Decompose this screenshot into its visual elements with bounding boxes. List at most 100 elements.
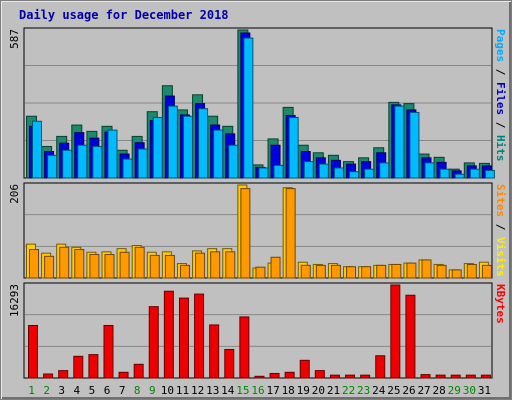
bar-sites-day-2: [44, 255, 55, 279]
bar-sites-day-14: [225, 251, 236, 279]
x-tick-label: 18: [282, 384, 295, 397]
bar-sites-day-10: [164, 254, 175, 279]
bar-pages-day-12: [198, 108, 209, 179]
bar-pages-day-19: [303, 161, 314, 179]
bar-pages-day-28: [439, 168, 450, 179]
bar-sites-day-5: [89, 254, 100, 279]
bar-pages-day-2: [47, 154, 58, 179]
bar-sites-day-19: [300, 264, 311, 279]
bar-kbytes-day-18: [284, 371, 295, 379]
x-tick-label: 26: [402, 384, 415, 397]
bar-kbytes-day-7: [118, 371, 129, 379]
x-tick-label: 19: [297, 384, 310, 397]
bar-kbytes-day-29: [450, 374, 461, 379]
x-tick-label: 31: [478, 384, 491, 397]
bar-pages-day-26: [409, 111, 420, 179]
bar-kbytes-day-1: [28, 324, 38, 379]
x-tick-label: 7: [119, 384, 126, 397]
bar-sites-day-24: [376, 264, 387, 279]
bar-sites-day-27: [421, 259, 432, 279]
x-tick-label: 21: [327, 384, 340, 397]
side-label-segment: Hits: [494, 135, 507, 162]
bar-kbytes-day-30: [465, 374, 476, 379]
bar-pages-day-14: [228, 144, 239, 179]
bar-pages-day-27: [424, 162, 435, 179]
bar-sites-day-22: [346, 266, 357, 279]
bar-kbytes-day-26: [405, 294, 416, 379]
x-tick-label: 9: [149, 384, 156, 397]
x-tick-label: 6: [104, 384, 111, 397]
bar-pages-day-15: [243, 37, 254, 179]
x-tick-label: 23: [357, 384, 370, 397]
bar-pages-day-7: [122, 158, 133, 179]
bar-kbytes-day-17: [269, 372, 280, 379]
bar-kbytes-day-28: [435, 374, 446, 379]
bar-sites-day-13: [210, 251, 221, 279]
side-label-segment: /: [494, 62, 507, 82]
x-tick-label: 2: [43, 384, 50, 397]
bar-sites-day-23: [361, 266, 372, 279]
x-tick-label: 11: [176, 384, 189, 397]
bar-sites-day-12: [195, 252, 206, 279]
bar-pages-day-6: [107, 129, 118, 179]
bar-kbytes-day-5: [88, 354, 99, 379]
x-tick-label: 3: [58, 384, 65, 397]
bar-pages-day-23: [364, 168, 375, 179]
bar-sites-day-15: [240, 188, 251, 279]
bar-sites-day-16: [255, 266, 266, 279]
bar-sites-day-31: [481, 264, 492, 279]
bar-kbytes-day-25: [390, 284, 401, 379]
bar-pages-day-10: [167, 105, 178, 179]
bar-sites-day-1: [29, 249, 39, 279]
bar-kbytes-day-27: [420, 374, 431, 379]
bar-kbytes-day-6: [103, 324, 114, 379]
bar-sites-day-11: [179, 264, 190, 279]
bar-sites-day-25: [391, 263, 402, 279]
bar-pages-day-3: [62, 149, 73, 179]
bar-kbytes-day-8: [133, 363, 144, 379]
y-max-label: 206: [8, 184, 21, 204]
bar-kbytes-day-16: [254, 375, 265, 379]
bar-pages-day-20: [318, 163, 329, 179]
bar-kbytes-day-2: [43, 373, 54, 379]
bar-sites-day-28: [436, 264, 447, 279]
bar-kbytes-day-22: [345, 374, 356, 379]
side-label-segment: Files: [494, 82, 507, 115]
bar-sites-day-6: [104, 254, 115, 279]
y-max-label: 587: [8, 29, 21, 49]
x-tick-label: 24: [372, 384, 386, 397]
bar-pages-day-29: [454, 173, 465, 179]
x-tick-label: 10: [161, 384, 174, 397]
bar-pages-day-24: [379, 162, 390, 179]
bar-pages-day-25: [394, 105, 405, 179]
bar-kbytes-day-11: [178, 297, 189, 379]
bar-pages-day-9: [152, 116, 163, 179]
bar-sites-day-21: [330, 264, 341, 279]
x-tick-label: 16: [251, 384, 264, 397]
bar-pages-day-22: [349, 171, 360, 179]
x-tick-label: 30: [463, 384, 476, 397]
x-tick-label: 22: [342, 384, 355, 397]
bar-sites-day-18: [285, 188, 296, 279]
bar-kbytes-day-21: [329, 374, 340, 379]
bar-kbytes-day-24: [375, 355, 386, 379]
side-label-segment: /: [494, 115, 507, 135]
x-tick-label: 1: [28, 384, 35, 397]
x-tick-label: 17: [266, 384, 279, 397]
bar-sites-day-4: [74, 249, 85, 279]
series-side-label: Sites / Visits: [494, 184, 507, 277]
x-tick-label: 14: [221, 384, 235, 397]
series-side-label: Pages / Files / Hits: [494, 29, 507, 162]
bar-kbytes-day-14: [224, 348, 235, 379]
bar-pages-day-16: [258, 167, 269, 179]
x-tick-label: 28: [433, 384, 446, 397]
bar-sites-day-7: [119, 251, 130, 279]
bar-pages-day-5: [92, 145, 103, 179]
bar-pages-day-17: [273, 164, 284, 179]
x-tick-label: 5: [89, 384, 96, 397]
bar-sites-day-9: [149, 254, 160, 279]
bar-kbytes-day-12: [194, 293, 205, 379]
bar-sites-day-20: [315, 264, 326, 279]
series-side-label: KBytes: [494, 284, 507, 324]
